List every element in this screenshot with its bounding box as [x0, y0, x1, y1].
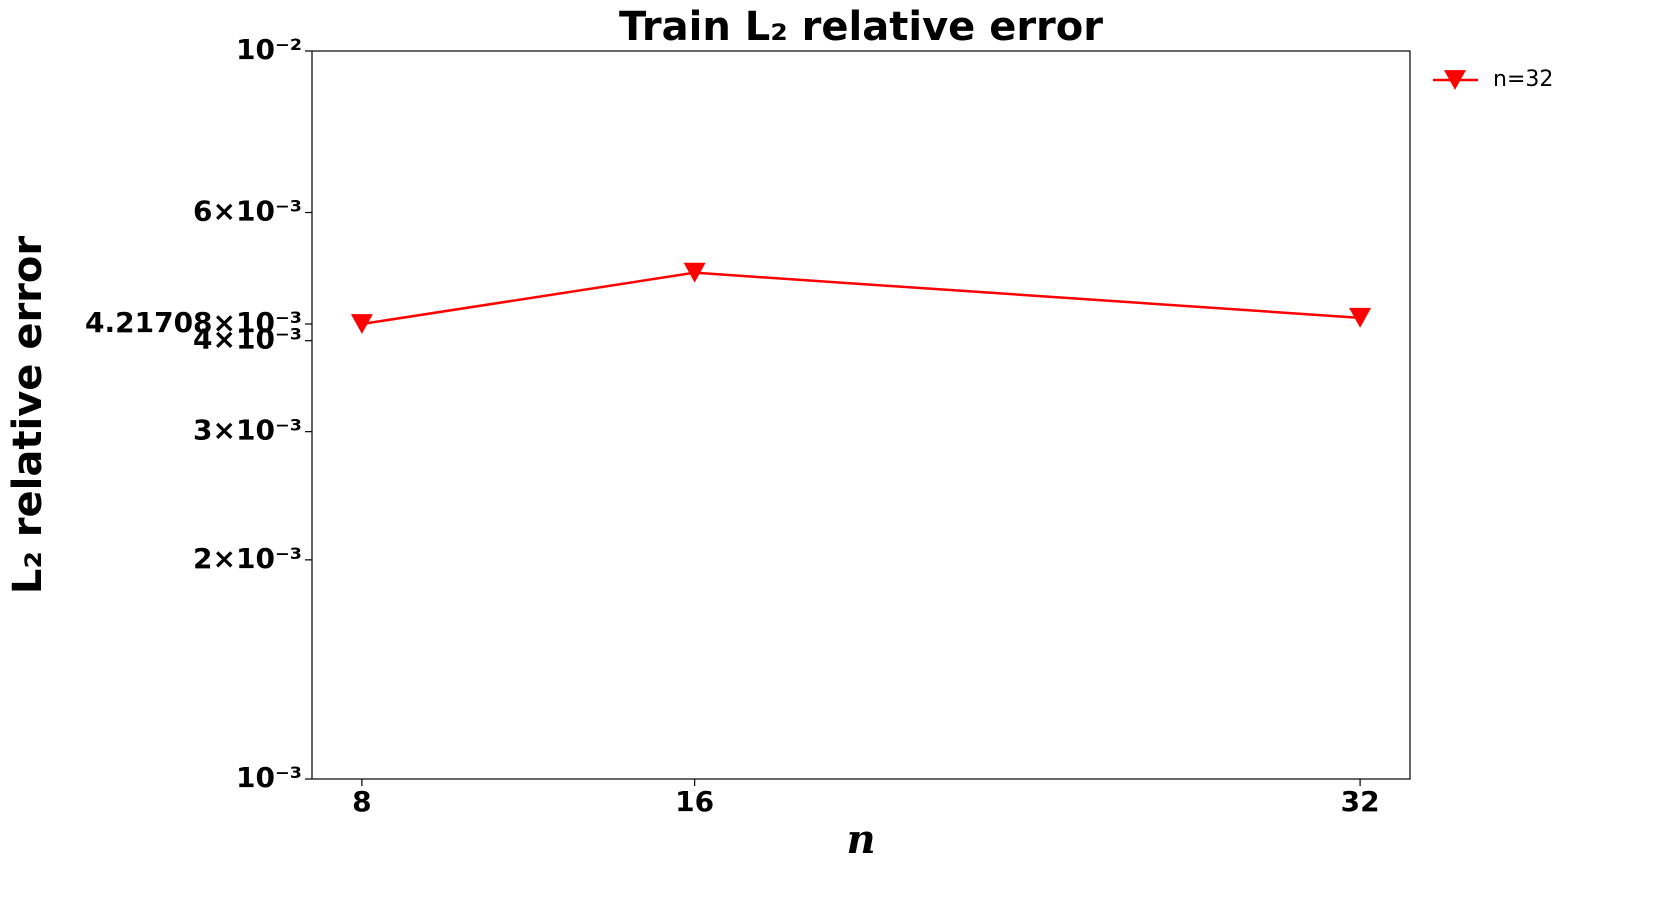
x-tick-label: 8 [352, 785, 371, 818]
series-line [361, 271, 1361, 326]
chart-title: Train L₂ relative error [619, 4, 1103, 50]
data-point [350, 314, 373, 334]
data-point [683, 262, 706, 283]
y-tick-label: 2×10⁻³ [193, 542, 302, 575]
y-tick-label: 3×10⁻³ [193, 414, 302, 447]
y-tick-label: 10⁻³ [236, 761, 302, 794]
legend-label: n=32 [1493, 67, 1553, 92]
y-tick-label: 4×10⁻³ [193, 323, 302, 356]
x-tick-label: 32 [1341, 785, 1380, 818]
y-tick-label: 6×10⁻³ [193, 195, 302, 228]
y-axis-label: L₂ relative error [5, 236, 51, 595]
plot-frame [311, 50, 1411, 780]
y-tick-label: 4.21708×10⁻³ [85, 306, 302, 339]
data-point [1349, 307, 1372, 328]
legend-marker [1444, 70, 1466, 90]
x-axis-label: n [846, 816, 875, 863]
x-tick-label: 16 [675, 785, 714, 818]
y-tick-label: 10⁻² [236, 33, 302, 66]
